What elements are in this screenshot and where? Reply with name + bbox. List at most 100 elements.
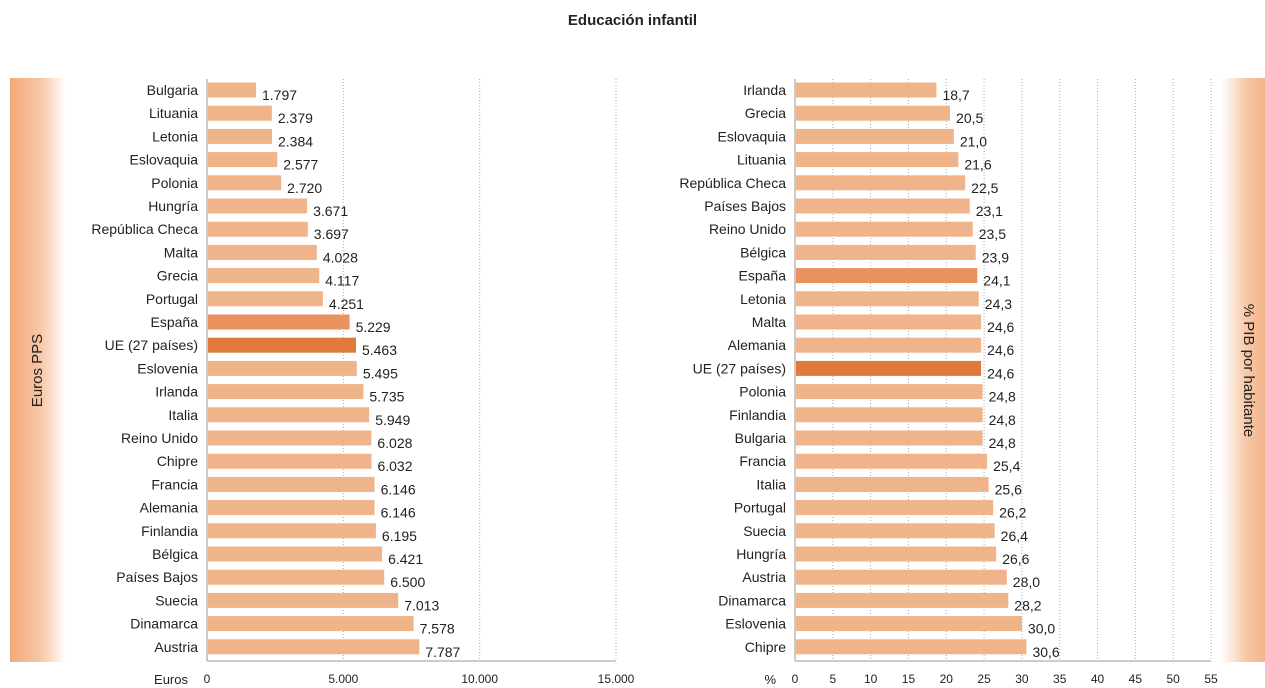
euros-value-label: 2.379: [278, 110, 313, 126]
euros-value-label: 6.028: [377, 435, 412, 451]
pib-value-label: 24,3: [985, 296, 1012, 312]
pib-category-label: Irlanda: [743, 82, 786, 98]
euros-value-label: 3.697: [314, 226, 349, 242]
pib-category-label: Alemania: [728, 337, 787, 353]
pib-category-label: Países Bajos: [704, 198, 786, 214]
euros-value-label: 2.720: [287, 180, 322, 196]
euros-category-label: Dinamarca: [130, 616, 198, 632]
euros-value-label: 5.949: [375, 412, 410, 428]
pib-value-label: 23,5: [979, 226, 1006, 242]
pib-value-label: 24,8: [989, 389, 1016, 405]
pib-category-label: Polonia: [739, 384, 786, 400]
pib-bar: [796, 569, 1007, 585]
euros-category-label: España: [151, 314, 199, 330]
euros-value-label: 1.797: [262, 87, 297, 103]
euros-bar: [208, 569, 385, 585]
euros-value-label: 6.146: [381, 505, 416, 521]
pib-value-label: 24,6: [987, 319, 1014, 335]
pib-category-label: Dinamarca: [718, 592, 786, 608]
euros-category-label: Letonia: [152, 128, 198, 144]
pib-category-label: Grecia: [745, 105, 786, 121]
euros-value-label: 2.384: [278, 133, 313, 149]
pib-bar: [796, 128, 954, 144]
pib-value-label: 28,0: [1013, 574, 1040, 590]
euros-bar: [208, 268, 320, 284]
pib-value-label: 30,6: [1032, 644, 1059, 660]
euros-value-label: 7.013: [404, 597, 439, 613]
pib-value-label: 18,7: [942, 87, 969, 103]
euros-tick-label: 15.000: [598, 672, 635, 686]
euros-value-label: 4.117: [325, 273, 359, 289]
euros-category-label: Chipre: [157, 453, 198, 469]
chart-title: Educación infantil: [567, 12, 698, 29]
pib-category-label: Italia: [756, 476, 786, 492]
pib-tick-label: 55: [1204, 672, 1218, 686]
euros-category-label: UE (27 países): [105, 337, 198, 353]
euros-tick-label: 0: [204, 672, 211, 686]
euros-category-label: Hungría: [148, 198, 198, 214]
euros-bar: [208, 221, 308, 237]
euros-value-label: 4.028: [323, 249, 358, 265]
pib-tick-label: 45: [1129, 672, 1143, 686]
euros-category-label: Austria: [154, 639, 198, 655]
pib-category-label: Suecia: [743, 523, 786, 539]
pib-category-label: Eslovaquia: [718, 128, 787, 144]
pib-bar: [796, 198, 970, 214]
euros-category-label: Suecia: [155, 592, 198, 608]
euros-bar: [208, 639, 420, 655]
euros-bar: [208, 314, 350, 330]
euros-bar: [208, 175, 282, 191]
pib-bar: [796, 407, 983, 423]
pib-tick-label: 30: [1015, 672, 1029, 686]
pib-value-label: 30,0: [1028, 621, 1055, 637]
euros-category-label: Francia: [151, 476, 198, 492]
pib-value-label: 23,1: [976, 203, 1003, 219]
euros-category-label: Finlandia: [141, 523, 198, 539]
pib-bar: [796, 592, 1009, 608]
euros-category-label: Grecia: [157, 268, 198, 284]
pib-value-label: 26,2: [999, 505, 1026, 521]
pib-value-label: 25,4: [993, 458, 1020, 474]
euros-bar: [208, 82, 256, 98]
pib-bar: [796, 268, 978, 284]
euros-value-label: 5.735: [369, 389, 404, 405]
pib-value-label: 23,9: [982, 249, 1009, 265]
pib-value-label: 25,6: [995, 481, 1022, 497]
pib-tick-label: 50: [1167, 672, 1181, 686]
pib-bar: [796, 105, 951, 121]
pib-value-label: 24,6: [987, 342, 1014, 358]
pib-bar: [796, 430, 983, 446]
pib-category-label: Austria: [742, 569, 786, 585]
euros-bar: [208, 500, 375, 516]
euros-bar: [208, 360, 357, 376]
pib-tick-label: 0: [792, 672, 799, 686]
euros-bar: [208, 291, 323, 307]
pib-bar: [796, 639, 1027, 655]
pib-value-label: 21,0: [960, 133, 987, 149]
euros-category-label: Eslovenia: [137, 360, 198, 376]
pib-category-label: Letonia: [740, 291, 786, 307]
euros-axis-label: Euros: [154, 672, 188, 687]
euros-category-label: Malta: [164, 244, 198, 260]
euros-value-label: 4.251: [329, 296, 364, 312]
euros-bar: [208, 337, 356, 353]
pib-bar: [796, 453, 988, 469]
euros-bar: [208, 128, 273, 144]
euros-category-label: Reino Unido: [121, 430, 198, 446]
pib-bar: [796, 337, 982, 353]
euros-value-label: 3.671: [313, 203, 348, 219]
euros-value-label: 6.421: [388, 551, 423, 567]
left-axis-band: Euros PPS: [10, 78, 66, 662]
pib-category-label: UE (27 países): [693, 360, 786, 376]
pib-value-label: 20,5: [956, 110, 983, 126]
euros-value-label: 2.577: [283, 157, 318, 173]
pib-category-label: República Checa: [679, 175, 786, 191]
euros-category-label: Alemania: [140, 500, 199, 516]
pib-tick-label: 20: [940, 672, 954, 686]
euros-bar: [208, 546, 383, 562]
euros-bar: [208, 453, 372, 469]
pib-category-label: Reino Unido: [709, 221, 786, 237]
euros-bar: [208, 407, 370, 423]
pib-bar: [796, 291, 979, 307]
